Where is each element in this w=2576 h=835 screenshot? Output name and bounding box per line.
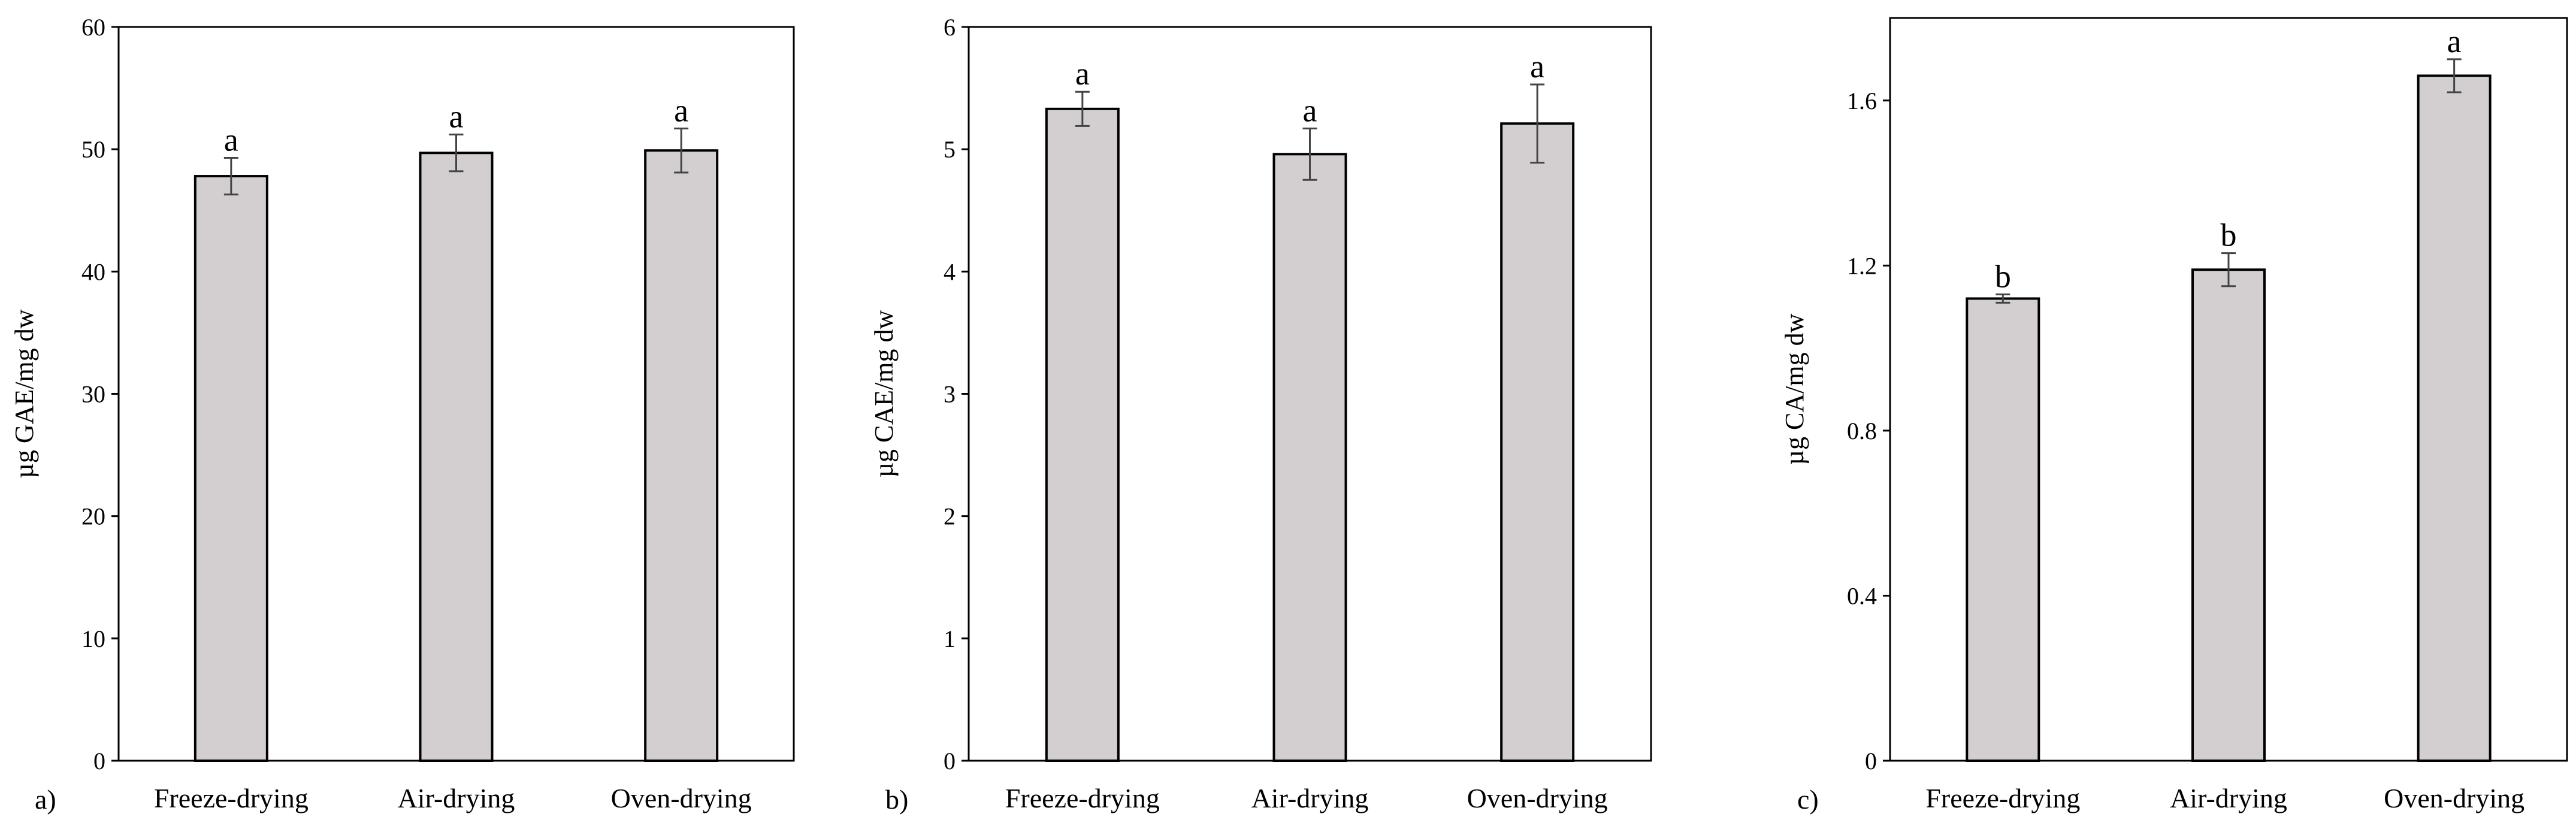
y-tick-label: 0.8: [1847, 418, 1877, 444]
x-category-label: Oven-drying: [611, 783, 752, 813]
x-category-label: Freeze-drying: [1925, 783, 2080, 813]
y-axis-title: µg GAE/mg dw: [10, 309, 39, 478]
y-tick-label: 2: [944, 503, 956, 530]
y-axis-title: µg CAE/mg dw: [869, 310, 899, 477]
x-category-label: Freeze-drying: [154, 783, 309, 813]
y-tick-label: 0: [93, 748, 105, 775]
panel-label: b): [885, 784, 908, 815]
bar-freeze-drying: [193, 175, 268, 763]
significance-letter: b: [1995, 259, 2011, 295]
y-tick-label: 1.6: [1847, 87, 1877, 114]
x-category-label: Oven-drying: [2384, 783, 2524, 813]
significance-letter: a: [449, 99, 464, 135]
significance-letter: a: [1530, 49, 1544, 84]
bar-freeze-drying: [1045, 107, 1120, 763]
y-tick-label: 5: [944, 136, 956, 163]
significance-letter: a: [224, 122, 238, 158]
bar-oven-drying: [1500, 122, 1575, 763]
significance-letter: b: [2221, 217, 2237, 253]
y-axis-title: µg CA/mg dw: [1780, 313, 1809, 465]
significance-letter: a: [1303, 92, 1317, 128]
y-tick-label: 10: [81, 625, 105, 652]
y-tick-label: 3: [944, 381, 956, 408]
y-tick-label: 60: [81, 14, 105, 41]
chart-panel-1: 0 10 20 30 40 50 60 a Freeze-drying a Air-drying a O…: [10, 14, 795, 815]
y-tick-label: 1.2: [1847, 252, 1877, 279]
y-tick-label: 20: [81, 503, 105, 530]
bar-air-drying: [2191, 268, 2266, 762]
y-tick-label: 4: [944, 258, 956, 285]
y-tick-label: 6: [944, 14, 956, 41]
y-tick-label: 30: [81, 381, 105, 408]
significance-letter: a: [674, 92, 688, 128]
significance-letter: a: [2447, 23, 2462, 59]
bar-oven-drying: [2417, 74, 2492, 762]
y-tick-label: 0: [944, 748, 956, 775]
x-category-label: Oven-drying: [1467, 783, 1608, 813]
panel-label: c): [1797, 784, 1819, 815]
y-tick-label: 1: [944, 625, 956, 652]
significance-letter: a: [1075, 56, 1090, 92]
chart-panel-2: 0 1 2 3 4 5 6 a Freeze-drying a Air-drying a Oven-dr…: [869, 14, 1652, 815]
panel-label: a): [35, 784, 56, 815]
y-tick-label: 0.4: [1847, 582, 1877, 609]
x-category-label: Air-drying: [398, 783, 515, 813]
x-category-label: Air-drying: [2170, 783, 2287, 813]
chart-panel-3: 0 0.4 0.8 1.2 1.6 b Freeze-drying b Air-drying a O…: [1780, 17, 2568, 815]
bar-air-drying: [419, 152, 494, 762]
y-tick-label: 50: [81, 136, 105, 163]
bar-oven-drying: [644, 149, 719, 763]
y-tick-label: 0: [1865, 748, 1877, 775]
bar-freeze-drying: [1966, 297, 2040, 762]
x-category-label: Freeze-drying: [1005, 783, 1160, 813]
x-category-label: Air-drying: [1251, 783, 1369, 813]
bar-air-drying: [1272, 153, 1347, 763]
y-tick-label: 40: [81, 258, 105, 285]
